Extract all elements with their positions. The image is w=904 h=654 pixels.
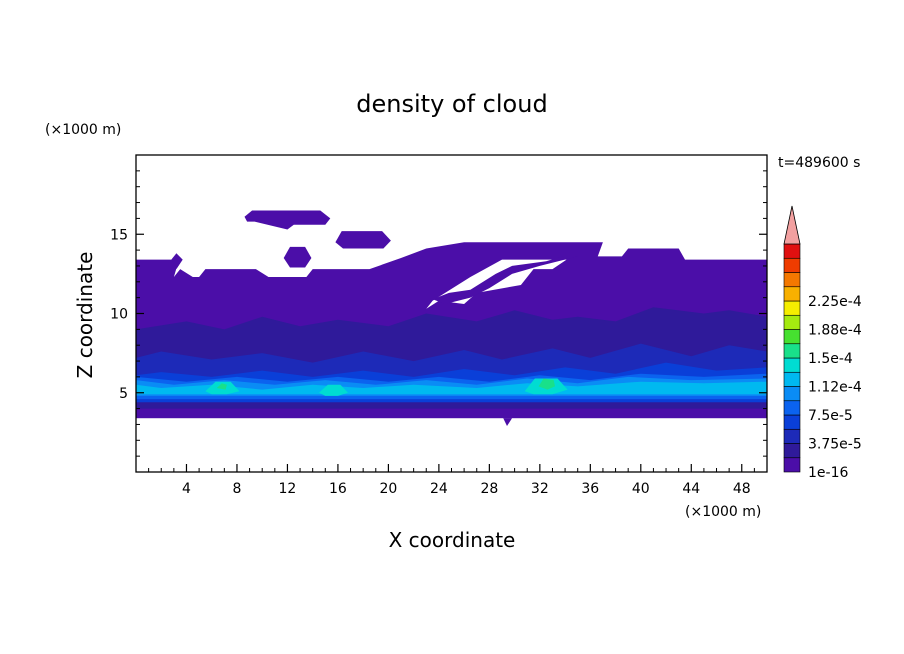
colorbar-swatch <box>783 428 801 444</box>
colorbar: 1e-16 3.75e-5 7.5e-5 1.12e-4 1.5e-4 1.88e-4 2.… <box>783 205 862 481</box>
x-axis-title: X coordinate <box>389 528 516 552</box>
density-field <box>136 210 767 426</box>
colorbar-label: 1.88e-4 <box>808 323 862 339</box>
colorbar-swatch <box>783 371 801 387</box>
colorbar-swatch <box>783 272 801 288</box>
x-tick-label: 40 <box>632 481 650 497</box>
colorbar-swatch <box>783 457 801 473</box>
upper-patch-c <box>283 246 312 268</box>
colorbar-swatch <box>783 443 801 459</box>
streak-layer <box>432 256 578 304</box>
colorbar-swatch <box>783 357 801 373</box>
chart-title: density of cloud <box>356 90 547 118</box>
upper-patch-a <box>244 210 331 230</box>
x-tick-label: 24 <box>430 481 448 497</box>
x-tick-label: 20 <box>379 481 397 497</box>
x-tick-label: 32 <box>531 481 549 497</box>
colorbar-swatch <box>783 400 801 416</box>
cloud-bottom-layer <box>136 408 767 419</box>
colorbar-label: 7.5e-5 <box>808 408 853 424</box>
colorbar-swatch <box>783 286 801 302</box>
colorbar-swatch <box>783 300 801 316</box>
y-axis: 5 10 15 <box>110 170 767 457</box>
cloud-bottom-layer-2 <box>136 402 767 409</box>
y-axis-title: Z coordinate <box>73 252 97 379</box>
colorbar-swatch <box>783 343 801 359</box>
y-tick-label: 15 <box>110 227 128 243</box>
colorbar-label: 1.5e-4 <box>808 351 853 367</box>
cloud-notch-left <box>136 259 179 277</box>
x-axis: 4 8 12 16 20 24 28 32 36 40 44 48 <box>148 464 755 497</box>
cloud-drip <box>503 418 513 426</box>
density-peak-c <box>319 384 348 396</box>
density-level-6 <box>136 381 767 395</box>
y-unit-label: (×1000 m) <box>45 122 121 138</box>
colorbar-swatch <box>783 243 801 259</box>
y-tick-label: 5 <box>119 386 128 402</box>
colorbar-label: 1e-16 <box>808 465 848 481</box>
colorbar-label: 3.75e-5 <box>808 437 862 453</box>
upper-patch-b <box>335 231 391 249</box>
x-tick-label: 16 <box>329 481 347 497</box>
x-tick-label: 8 <box>232 481 241 497</box>
x-tick-label: 4 <box>182 481 191 497</box>
x-unit-label: (×1000 m) <box>685 504 761 520</box>
colorbar-label: 2.25e-4 <box>808 294 862 310</box>
colorbar-swatch <box>783 386 801 402</box>
colorbar-swatch <box>783 414 801 430</box>
density-peak-max <box>538 378 555 390</box>
density-peak-sub <box>216 383 227 390</box>
x-tick-label: 12 <box>279 481 297 497</box>
colorbar-swatch <box>783 257 801 273</box>
y-tick-label: 10 <box>110 307 128 323</box>
x-tick-label: 48 <box>733 481 751 497</box>
x-tick-label: 44 <box>682 481 700 497</box>
x-tick-label: 28 <box>480 481 498 497</box>
colorbar-swatch <box>783 329 801 345</box>
time-label: t=489600 s <box>778 155 860 171</box>
colorbar-extend-arrow <box>783 205 801 245</box>
x-tick-label: 36 <box>581 481 599 497</box>
colorbar-swatch <box>783 314 801 330</box>
colorbar-label: 1.12e-4 <box>808 380 862 396</box>
cloud-bump <box>171 253 183 270</box>
